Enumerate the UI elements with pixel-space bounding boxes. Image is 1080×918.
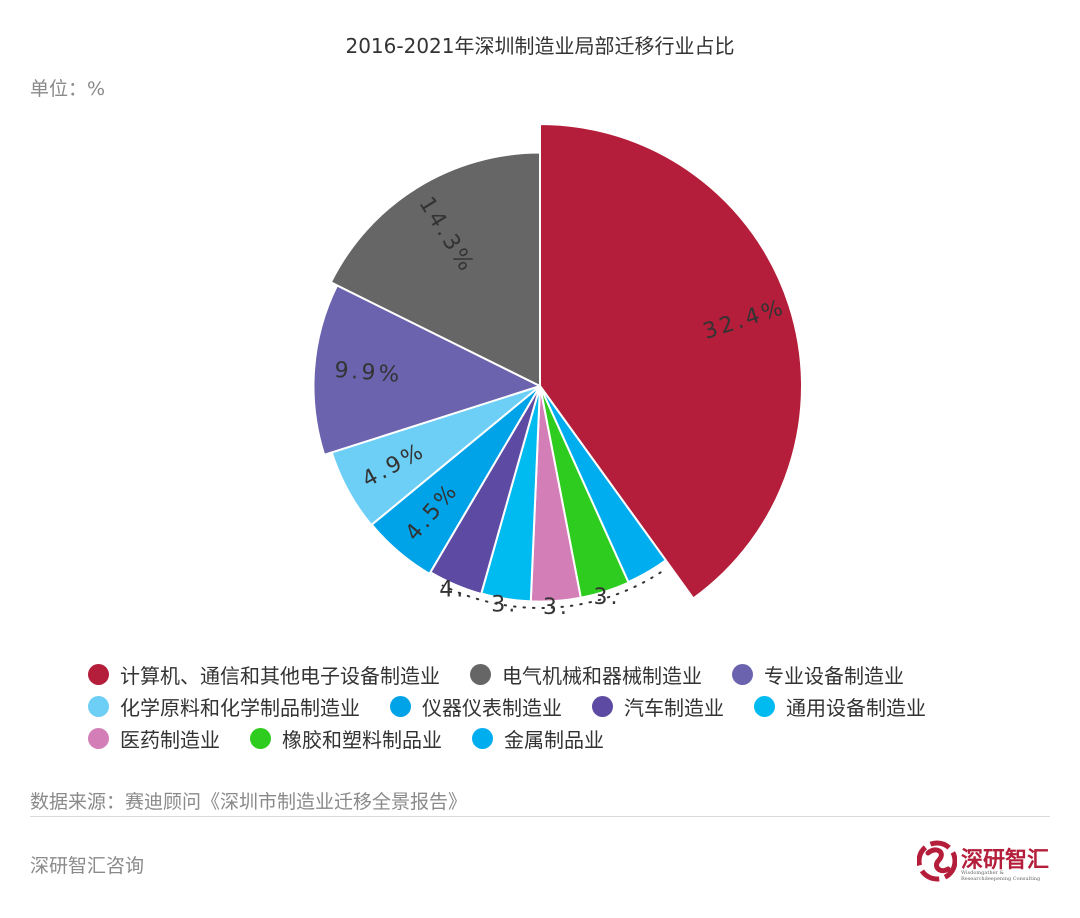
legend-swatch (88, 727, 109, 749)
slice-label: 3. (594, 585, 621, 610)
legend-item: 专业设备制造业 (732, 663, 904, 688)
data-source: 数据来源：赛迪顾问《深圳市制造业迁移全景报告》 (30, 791, 468, 813)
unit-label: 单位：% (30, 78, 106, 100)
slice-label: 3. (491, 593, 518, 618)
divider (30, 816, 1050, 817)
slice-label: 4. (439, 578, 466, 603)
legend-label: 通用设备制造业 (786, 695, 926, 720)
legend-swatch (592, 695, 613, 717)
brand-logo: 深研智汇 Wisdomgather & Researchdeepening Co… (917, 836, 1057, 890)
chart-legend: 计算机、通信和其他电子设备制造业 电气机械和器械制造业 专业设备制造业化学原料和化学… (88, 663, 1048, 752)
legend-item: 汽车制造业 (592, 695, 724, 720)
legend-label: 仪器仪表制造业 (422, 695, 562, 720)
logo-mark-icon (917, 840, 957, 882)
legend-label: 电气机械和器械制造业 (502, 663, 702, 688)
legend-swatch (390, 695, 411, 717)
chart-title: 2016-2021年深圳制造业局部迁移行业占比 (345, 34, 735, 58)
legend-label: 计算机、通信和其他电子设备制造业 (120, 663, 440, 688)
pie-slice (312, 284, 541, 456)
legend-item: 计算机、通信和其他电子设备制造业 (88, 663, 440, 688)
logo-subtext: Wisdomgather & Researchdeepening Consult… (961, 870, 1041, 882)
legend-item: 橡胶和塑料制品业 (250, 727, 442, 752)
slice-label: 9.9% (334, 358, 404, 388)
legend-item: 通用设备制造业 (754, 695, 926, 720)
legend-swatch (472, 727, 493, 749)
legend-item: 金属制品业 (472, 727, 604, 752)
legend-item: 电气机械和器械制造业 (470, 663, 702, 688)
pie-chart: 32.4%3.3.3.4.4.5%4.9%9.9%14.3% (312, 123, 803, 620)
legend-item: 仪器仪表制造业 (390, 695, 562, 720)
legend-swatch (88, 663, 109, 685)
leader-dotted-arc (441, 571, 662, 609)
footer-brand: 深研智汇咨询 (30, 855, 145, 877)
legend-label: 专业设备制造业 (764, 663, 904, 688)
logo-text: 深研智汇 (961, 847, 1050, 873)
legend-label: 金属制品业 (504, 727, 604, 752)
legend-label: 医药制造业 (120, 727, 220, 752)
legend-swatch (732, 663, 753, 685)
legend-label: 化学原料和化学制品制造业 (120, 695, 360, 720)
legend-swatch (754, 695, 775, 717)
legend-label: 汽车制造业 (624, 695, 724, 720)
legend-swatch (88, 695, 109, 717)
legend-item: 化学原料和化学制品制造业 (88, 695, 360, 720)
legend-label: 橡胶和塑料制品业 (282, 727, 442, 752)
legend-swatch (250, 727, 271, 749)
slice-label: 3. (543, 595, 570, 620)
legend-swatch (470, 663, 491, 685)
pie-slice (329, 151, 541, 387)
pie-slice (539, 123, 803, 600)
legend-item: 医药制造业 (88, 727, 220, 752)
